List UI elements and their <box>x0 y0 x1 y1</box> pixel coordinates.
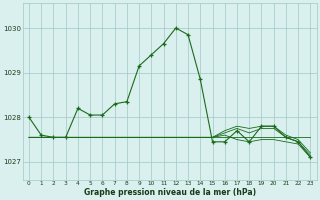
X-axis label: Graphe pression niveau de la mer (hPa): Graphe pression niveau de la mer (hPa) <box>84 188 256 197</box>
